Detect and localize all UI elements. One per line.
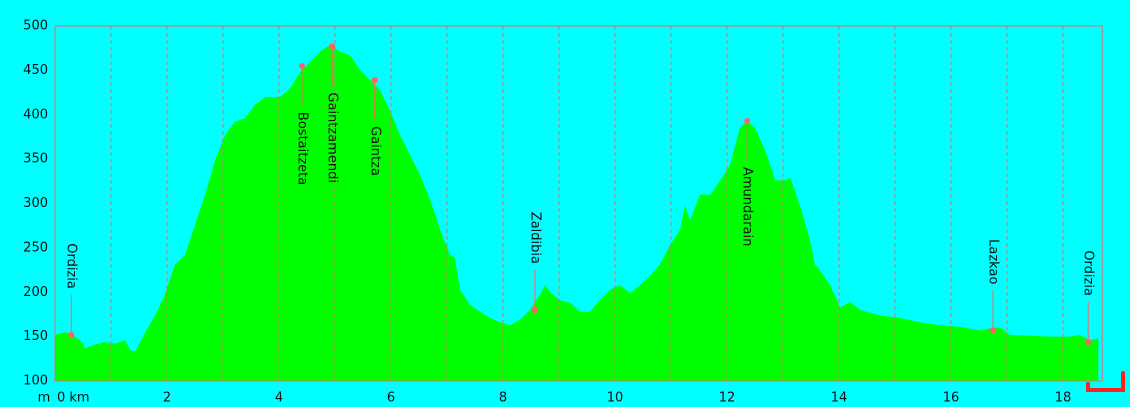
x-tick-label: 10 bbox=[607, 391, 624, 406]
y-axis-unit: m bbox=[38, 391, 51, 406]
waypoint-label: Gaintzamendi bbox=[325, 92, 340, 183]
waypoint-marker bbox=[744, 117, 751, 124]
x-tick-label: 18 bbox=[1055, 391, 1072, 406]
waypoint-label: Zaldibia bbox=[527, 212, 542, 264]
waypoint-label: Gaintza bbox=[367, 126, 382, 176]
y-tick-label: 450 bbox=[23, 63, 48, 78]
x-tick-label: 14 bbox=[831, 391, 848, 406]
waypoint-label: Ordizia bbox=[64, 243, 79, 289]
waypoint-marker bbox=[990, 327, 996, 334]
x-tick-label: 2 bbox=[163, 391, 171, 406]
x-tick-label: 12 bbox=[719, 391, 736, 406]
x-tick-label: 6 bbox=[387, 391, 395, 406]
y-tick-label: 150 bbox=[23, 329, 48, 344]
waypoint-label: Bostaitzeta bbox=[294, 112, 309, 185]
waypoint-label: Ordizia bbox=[1081, 250, 1096, 296]
waypoint-label: Amundarain bbox=[740, 167, 755, 246]
elevation-area bbox=[55, 44, 1099, 381]
waypoint-marker bbox=[298, 62, 305, 69]
y-tick-label: 200 bbox=[23, 285, 48, 300]
waypoint-label: Lazkao bbox=[986, 239, 1001, 284]
waypoint-marker bbox=[371, 77, 378, 84]
plot-border bbox=[54, 25, 1103, 382]
x-tick-label: 4 bbox=[275, 391, 283, 406]
x-tick-label: 16 bbox=[943, 391, 960, 406]
waypoint-marker bbox=[1085, 338, 1092, 345]
y-tick-label: 300 bbox=[23, 196, 48, 211]
y-tick-label: 350 bbox=[23, 152, 48, 167]
x-tick-label: 0 km bbox=[57, 391, 90, 406]
y-tick-label: 250 bbox=[23, 240, 48, 255]
y-tick-label: 100 bbox=[23, 374, 48, 389]
x-tick-label: 8 bbox=[499, 391, 507, 406]
y-tick-label: 500 bbox=[23, 19, 48, 34]
y-tick-label: 400 bbox=[23, 107, 48, 122]
waypoint-marker bbox=[68, 331, 75, 338]
waypoint-marker bbox=[329, 43, 336, 50]
corner-mark bbox=[1086, 371, 1125, 392]
waypoint-marker bbox=[531, 307, 538, 313]
